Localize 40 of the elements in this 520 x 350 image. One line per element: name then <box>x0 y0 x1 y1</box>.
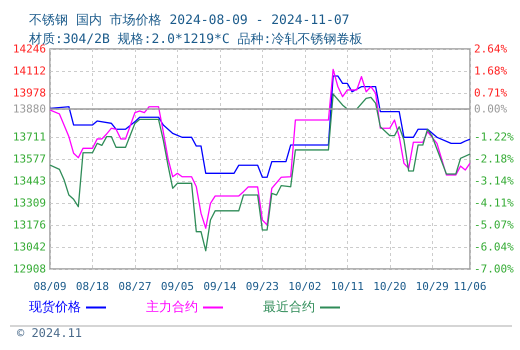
x-tick-label: 11/06 <box>453 280 487 293</box>
y-tick-label: 14112 <box>12 64 46 78</box>
y2-tick-label: 0.71% <box>474 86 508 100</box>
y-tick-label: 12908 <box>12 262 46 276</box>
x-tick-label: 08/09 <box>33 280 67 293</box>
y-tick-label: 13443 <box>12 174 46 188</box>
y2-tick-label: -1.22% <box>474 130 514 144</box>
chart-title: 不锈钢 国内 市场价格 2024-08-09 - 2024-11-07 <box>29 13 350 28</box>
line-series <box>49 75 471 178</box>
line-series <box>49 93 471 252</box>
line-series <box>49 68 471 229</box>
y2-tick-label: -3.14% <box>474 174 514 188</box>
y2-tick-label: 1.68% <box>474 64 508 78</box>
y2-tick-label: -2.18% <box>474 152 514 166</box>
y-tick-label: 13978 <box>12 86 46 100</box>
legend-label: 最近合约 <box>263 300 315 315</box>
x-tick-label: 08/18 <box>76 280 110 293</box>
y-tick-label: 13309 <box>12 196 46 210</box>
y2-tick-label: -4.11% <box>474 196 514 210</box>
text: © 2024.11 <box>17 326 82 340</box>
x-tick-label: 10/29 <box>416 280 449 293</box>
y-tick-label: 13577 <box>12 152 46 166</box>
x-tick-label: 10/20 <box>373 280 406 293</box>
x-tick-label: 10/11 <box>330 280 364 293</box>
y2-tick-label: -6.04% <box>474 240 514 254</box>
legend-label: 主力合约 <box>146 299 198 315</box>
x-tick-label: 10/02 <box>288 280 322 293</box>
y2-tick-label: 0.00% <box>474 102 508 116</box>
x-tick-label: 09/05 <box>160 280 194 293</box>
x-tick-label: 08/27 <box>118 280 152 293</box>
y2-tick-label: -7.00% <box>474 262 514 276</box>
y-tick-label: 13711 <box>12 130 46 144</box>
legend-label: 现货价格 <box>29 300 81 315</box>
y2-tick-label: -5.07% <box>474 218 514 232</box>
y-tick-label: 13042 <box>12 240 46 254</box>
y-tick-label: 13176 <box>12 218 46 232</box>
x-tick-label: 09/23 <box>246 280 279 293</box>
y-tick-label: 13880 <box>12 102 46 116</box>
y2-tick-label: 2.64% <box>474 42 508 56</box>
x-tick-label: 09/14 <box>203 280 237 293</box>
